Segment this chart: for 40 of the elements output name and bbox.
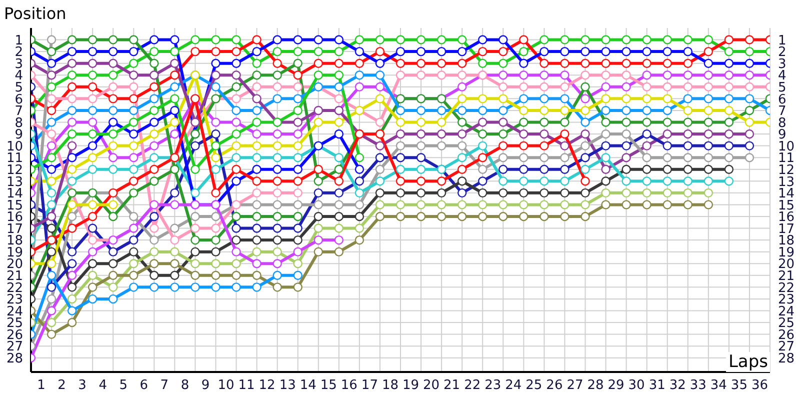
y-axis-title: Position — [4, 4, 66, 23]
x-tick-label: 26 — [546, 378, 563, 394]
x-tick-label: 35 — [730, 378, 748, 394]
x-tick-label: 21 — [444, 378, 460, 394]
y-tick-label: 28 — [6, 351, 23, 366]
x-tick-label: 25 — [526, 378, 542, 394]
x-tick-label: 33 — [690, 378, 706, 394]
x-tick-label: 6 — [140, 378, 148, 394]
x-tick-label: 20 — [423, 378, 440, 394]
x-tick-label: 32 — [669, 378, 686, 394]
x-tick-label: 2 — [58, 378, 66, 394]
x-tick-label: 10 — [218, 378, 234, 394]
x-tick-label: 3 — [78, 378, 86, 394]
x-tick-label: 17 — [361, 378, 378, 394]
x-tick-label: 27 — [566, 378, 584, 394]
x-tick-label: 23 — [484, 378, 502, 394]
x-tick-label: 16 — [340, 378, 358, 394]
x-tick-label: 5 — [119, 378, 128, 394]
x-tick-label: 14 — [300, 378, 316, 394]
x-tick-label: 31 — [648, 378, 666, 394]
x-tick-label: 24 — [505, 378, 522, 394]
x-tick-label: 18 — [382, 378, 399, 394]
x-tick-label: 13 — [279, 378, 296, 394]
x-tick-label: 36 — [751, 378, 768, 394]
x-tick-label: 9 — [201, 378, 210, 394]
x-tick-label: 29 — [608, 378, 624, 394]
y2-tick-label: 28 — [778, 351, 795, 366]
x-tick-label: 22 — [464, 378, 481, 394]
x-tick-label: 28 — [587, 378, 604, 394]
x-tick-label: 34 — [710, 378, 727, 394]
x-tick-label: 12 — [258, 378, 276, 394]
x-tick-label: 1 — [37, 378, 46, 394]
x-tick-label: 30 — [628, 378, 645, 394]
x-tick-label: 8 — [180, 378, 190, 394]
x-axis-title: Laps — [726, 352, 770, 372]
x-tick-label: 11 — [238, 378, 255, 394]
x-tick-label: 15 — [320, 378, 337, 394]
x-tick-label: 4 — [98, 378, 107, 394]
x-tick-label: 7 — [160, 378, 169, 394]
x-tick-label: 19 — [402, 378, 420, 394]
